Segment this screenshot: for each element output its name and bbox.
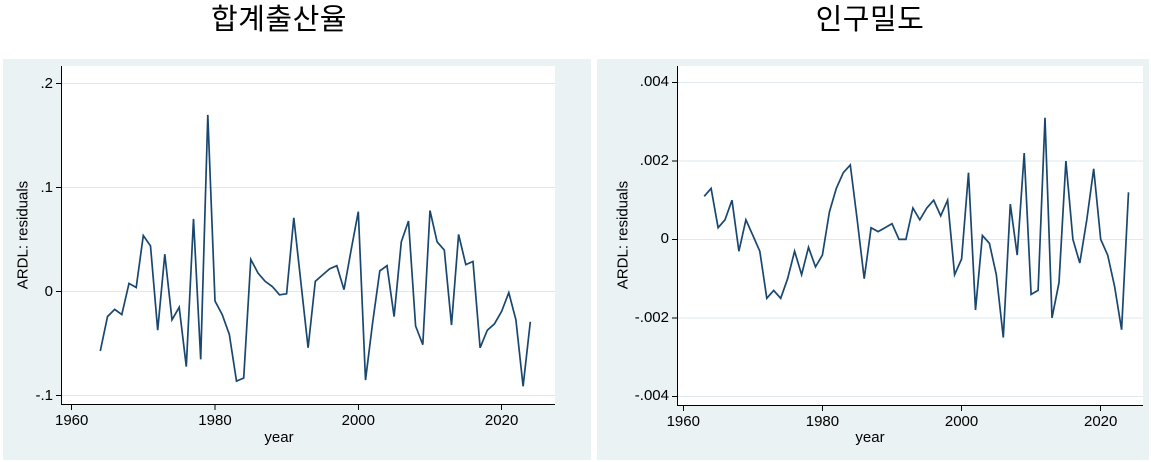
y-tick-label: .2 [40, 74, 53, 92]
y-axis-title: ARDL: residuals [14, 180, 32, 290]
y-axis-title: ARDL: residuals [614, 180, 632, 290]
residuals-line [99, 114, 532, 387]
y-tick-label: -.004 [634, 387, 669, 405]
chart-title-density: 인구밀도 [815, 4, 925, 36]
x-tick-label: 2000 [944, 413, 979, 430]
tick-labels-density: .004 .002 0 -.002 -.004 1960 1980 2000 2020 [597, 59, 1149, 460]
plot-area [678, 66, 1143, 405]
x-tick-label: 1980 [198, 412, 232, 429]
x-tick-label: 1960 [54, 412, 89, 429]
y-tick-label: .1 [40, 178, 53, 196]
y-tick-label: -.002 [634, 308, 669, 326]
y-tick-label: .004 [639, 73, 669, 91]
chart-title-fertility: 합계출산율 [211, 4, 347, 36]
plot-canvas-fertility [3, 59, 591, 460]
graph-region-fertility: .2 .1 0 -.1 1960 1980 2000 2020 ARDL: residuals… [3, 59, 591, 460]
x-tick-label: 2020 [1084, 413, 1118, 430]
x-tick-label: 2020 [484, 412, 519, 429]
x-axis-title: year [264, 429, 294, 446]
y-tick-label: 0 [44, 282, 53, 300]
y-tick-label: -.1 [35, 386, 53, 404]
x-tick-label: 1960 [666, 413, 700, 430]
y-tick-label: .002 [639, 151, 669, 169]
x-tick-label: 1980 [805, 413, 840, 430]
tick-labels-fertility: .2 .1 0 -.1 1960 1980 2000 2020 [3, 59, 591, 460]
y-tick-label: 0 [660, 230, 669, 248]
graph-region-density: .004 .002 0 -.002 -.004 1960 1980 2000 2020 ARDL… [597, 59, 1149, 460]
x-tick-label: 2000 [341, 412, 375, 429]
residuals-line [703, 117, 1130, 338]
x-axis-title: year [855, 429, 885, 446]
plot-canvas-density [597, 59, 1149, 460]
